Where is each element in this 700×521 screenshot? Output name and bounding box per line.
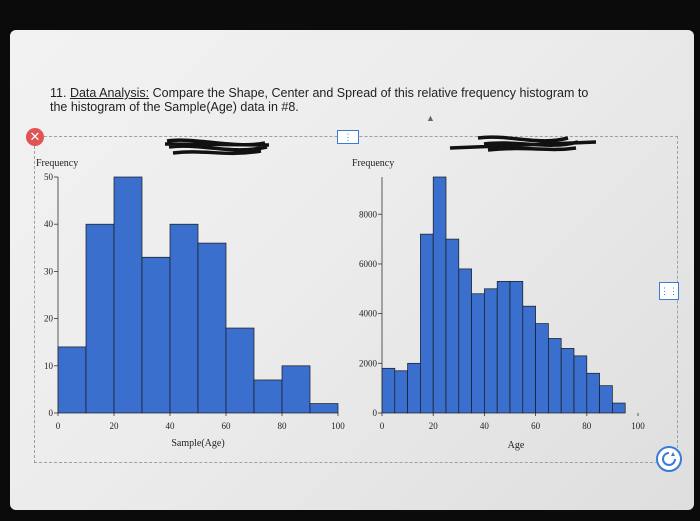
close-icon[interactable]: ✕ — [26, 128, 44, 146]
y-tick-label: 8000 — [359, 209, 378, 219]
left-xlabel: Sample(Age) — [171, 438, 224, 449]
x-tick-label: 100 — [331, 421, 345, 431]
x-tick-label: 60 — [222, 421, 232, 431]
histogram-bar — [548, 338, 562, 414]
y-tick-label: 6000 — [359, 259, 378, 269]
question-text: 11. Data Analysis: Compare the Shape, Ce… — [50, 86, 650, 114]
x-tick-label: 0 — [380, 421, 385, 431]
x-tick-label: 20 — [429, 421, 439, 431]
histogram-bar — [586, 372, 600, 414]
histogram-bar — [57, 346, 87, 414]
y-tick-label: 20 — [44, 314, 54, 324]
histogram-bar — [225, 327, 255, 414]
histogram-bar — [560, 348, 575, 414]
y-tick-label: 40 — [44, 219, 54, 229]
histogram-bar — [197, 242, 227, 414]
x-tick-label: 80 — [278, 421, 288, 431]
y-tick-label: 30 — [44, 266, 54, 276]
histogram-bar — [535, 323, 549, 414]
histogram-bar — [458, 268, 472, 414]
question-body-line2: the histogram of the Sample(Age) data in… — [50, 100, 299, 114]
histogram-bar — [509, 280, 524, 414]
drag-handle-icon[interactable]: ⋮ — [337, 130, 359, 144]
y-tick-label: 4000 — [359, 309, 378, 319]
left-ylabel: Frequency — [36, 158, 78, 169]
histogram-bar — [471, 293, 485, 414]
caret-icon: ▲ — [426, 113, 435, 123]
question-title: Data Analysis: — [69, 86, 150, 100]
histogram-bar — [420, 233, 434, 414]
y-tick-label: 2000 — [359, 358, 378, 368]
histogram-bar — [612, 402, 626, 414]
histogram-bar — [381, 367, 396, 414]
rotate-icon[interactable] — [656, 446, 682, 472]
histogram-bar — [432, 176, 447, 414]
histogram-bar — [85, 223, 115, 414]
histogram-bar — [281, 365, 311, 414]
x-tick-label: 100 — [631, 421, 645, 431]
histogram-bar — [496, 280, 511, 414]
x-tick-label: 20 — [110, 421, 120, 431]
right-ylabel: Frequency — [352, 158, 394, 169]
histogram-bar — [113, 176, 143, 414]
histogram-bar — [522, 305, 536, 414]
histogram-bar — [573, 355, 588, 414]
question-body: Compare the Shape, Center and Spread of … — [152, 86, 589, 100]
x-tick-label: 60 — [531, 421, 541, 431]
histogram-bar — [599, 385, 613, 414]
histogram-bar — [484, 288, 498, 414]
question-number: 11. — [50, 86, 67, 100]
x-tick-label: 40 — [166, 421, 176, 431]
histogram-bar — [309, 403, 339, 414]
y-tick-label: 0 — [49, 408, 54, 418]
redaction-mark-right — [449, 135, 597, 152]
y-tick-label: 0 — [373, 408, 378, 418]
histogram-bar — [253, 379, 283, 414]
histogram-bar — [141, 256, 171, 414]
x-tick-label: 40 — [480, 421, 490, 431]
y-tick-label: 50 — [44, 172, 54, 182]
side-handle-icon[interactable]: ⋮⋮ — [659, 282, 679, 300]
right-xlabel: Age — [508, 440, 525, 451]
x-tick-label: 80 — [582, 421, 592, 431]
histogram-bar — [407, 362, 421, 414]
redaction-mark-left — [165, 138, 270, 156]
y-tick-label: 10 — [44, 361, 54, 371]
histogram-bar — [445, 238, 460, 414]
x-tick-label: 0 — [56, 421, 61, 431]
histogram-bar — [394, 370, 408, 414]
